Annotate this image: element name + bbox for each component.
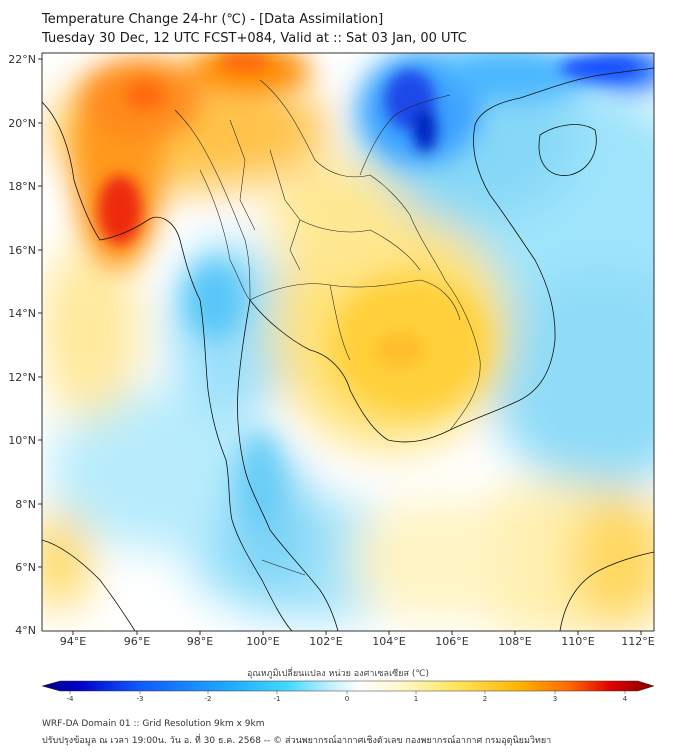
x-tick-label: 96°E: [124, 635, 150, 648]
colorbar-scale: [41, 680, 655, 692]
axis-ticks: [38, 58, 642, 635]
footer-model-info: WRF-DA Domain 01 :: Grid Resolution 9km …: [42, 719, 265, 729]
y-tick-label: 18°N: [8, 180, 36, 193]
y-tick-label: 22°N: [8, 53, 36, 66]
colorbar-tick: 0: [345, 695, 349, 703]
y-tick-label: 10°N: [8, 434, 36, 447]
colorbar-tick: 2: [483, 695, 487, 703]
country-borders: [174, 79, 481, 576]
x-tick-label: 112°E: [621, 635, 654, 648]
map-subtitle: Tuesday 30 Dec, 12 UTC FCST+084, Valid a…: [42, 31, 467, 46]
coastlines: [42, 67, 654, 631]
x-axis-labels: 94°E 96°E 98°E 100°E 102°E 104°E 106°E 1…: [60, 635, 655, 648]
y-tick-label: 14°N: [8, 307, 36, 320]
x-tick-label: 110°E: [561, 635, 594, 648]
plot-frame: [41, 52, 655, 632]
x-tick-label: 102°E: [309, 635, 342, 648]
footer-update-info: ปรับปรุงข้อมูล ณ เวลา 19:00น. วัน อ. ที่…: [42, 736, 552, 746]
x-tick-label: 94°E: [60, 635, 86, 648]
colorbar-tick: 4: [623, 695, 628, 703]
colorbar-tick: -3: [137, 695, 144, 703]
x-tick-label: 98°E: [187, 635, 213, 648]
y-tick-label: 12°N: [8, 371, 36, 384]
x-tick-label: 104°E: [372, 635, 405, 648]
x-tick-label: 106°E: [435, 635, 468, 648]
map-title: Temperature Change 24-hr (℃) - [Data Ass…: [42, 12, 384, 27]
y-tick-label: 16°N: [8, 244, 36, 257]
colorbar-tick: -1: [274, 695, 281, 703]
y-tick-label: 4°N: [15, 624, 36, 637]
colorbar-title: อุณหภูมิเปลี่ยนแปลง หน่วย องศาเซลเซียส (…: [246, 669, 430, 679]
y-axis-labels: 22°N 20°N 18°N 16°N 14°N 12°N 10°N 8°N 6…: [8, 53, 36, 637]
y-tick-label: 8°N: [15, 498, 36, 511]
x-tick-label: 100°E: [246, 635, 279, 648]
y-tick-label: 6°N: [15, 561, 36, 574]
temperature-field: [42, 53, 654, 631]
colorbar-tick: 1: [414, 695, 418, 703]
colorbar-tick: 3: [553, 695, 557, 703]
y-tick-label: 20°N: [8, 117, 36, 130]
colorbar: -4 -3 -2 -1 0 1 2 3 4: [41, 680, 655, 703]
x-tick-label: 108°E: [498, 635, 531, 648]
colorbar-tick: -4: [67, 695, 75, 703]
colorbar-tick: -2: [205, 695, 212, 703]
